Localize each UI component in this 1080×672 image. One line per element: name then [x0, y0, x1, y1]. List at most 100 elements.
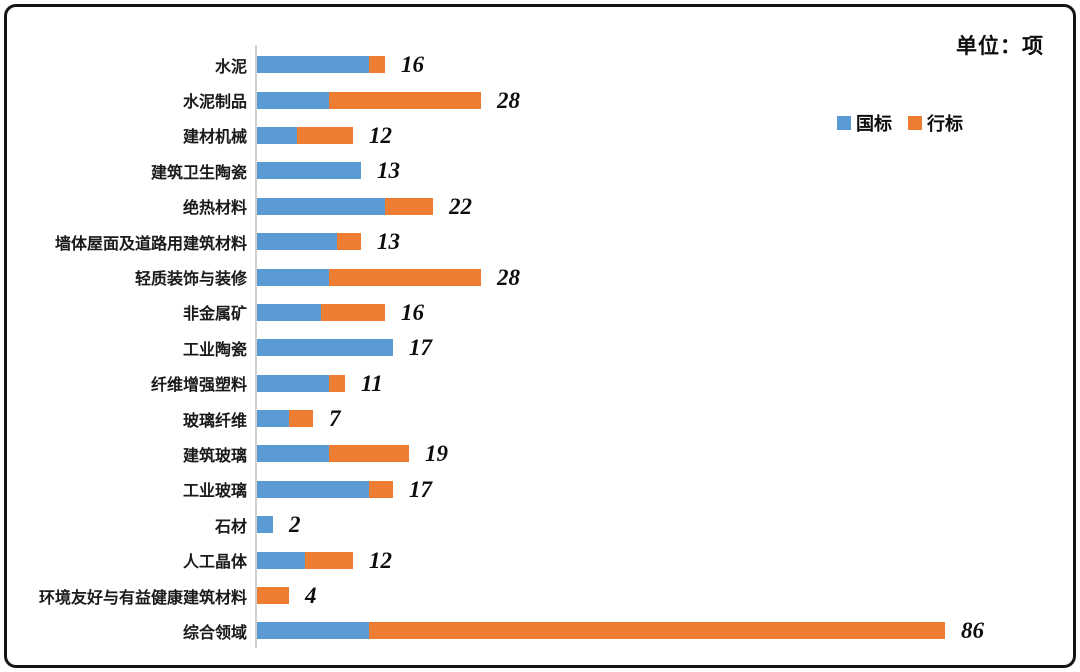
- chart-row: 工业陶瓷 17: [0, 330, 1080, 365]
- total-value-label: 7: [329, 406, 341, 432]
- total-value-label: 11: [361, 370, 383, 396]
- chart-row: 墙体屋面及道路用建筑材料 13: [0, 224, 1080, 259]
- legend-item-hangbiao: 行标: [908, 110, 963, 136]
- bar-segment-国标: [257, 303, 321, 321]
- bar-segment-国标: [257, 56, 369, 74]
- total-value-label: 16: [401, 52, 424, 78]
- stacked-bar: [257, 551, 353, 569]
- chart-row: 工业玻璃 17: [0, 472, 1080, 507]
- bar-segment-行标: [289, 410, 313, 428]
- category-label: 墙体屋面及道路用建筑材料: [54, 235, 247, 253]
- stacked-bar: [257, 162, 361, 180]
- stacked-bar: [257, 56, 385, 74]
- bar-segment-行标: [369, 56, 385, 74]
- chart-row: 玻璃纤维 7: [0, 401, 1080, 436]
- stacked-bar: [257, 303, 385, 321]
- stacked-bar: [257, 480, 393, 498]
- bar-segment-行标: [329, 268, 481, 286]
- total-value-label: 13: [377, 229, 400, 255]
- bar-segment-国标: [257, 516, 273, 534]
- bar-segment-国标: [257, 268, 329, 286]
- total-value-label: 86: [961, 618, 984, 644]
- bar-segment-国标: [257, 622, 369, 640]
- category-label: 玻璃纤维: [182, 412, 247, 430]
- total-value-label: 28: [497, 87, 520, 113]
- hangbiao-swatch-icon: [908, 116, 922, 130]
- total-value-label: 12: [369, 122, 392, 148]
- category-label: 综合领域: [182, 624, 247, 642]
- total-value-label: 12: [369, 547, 392, 573]
- stacked-bar: [257, 587, 289, 605]
- unit-title: 单位：项: [956, 35, 1044, 58]
- stacked-bar: [257, 197, 433, 215]
- stacked-bar: [257, 622, 945, 640]
- category-label: 建筑玻璃: [182, 447, 247, 465]
- stacked-bar: [257, 410, 313, 428]
- chart-row: 纤维增强塑料 11: [0, 366, 1080, 401]
- stacked-bar: [257, 516, 273, 534]
- bar-chart: 水泥 16 水泥制品 28 建材机械 12 建筑卫生陶瓷 13 绝热材料 22 墙体屋面及道路用建筑…: [0, 47, 1080, 649]
- total-value-label: 19: [425, 441, 448, 467]
- category-label: 工业陶瓷: [182, 341, 247, 359]
- chart-row: 人工晶体 12: [0, 542, 1080, 577]
- stacked-bar: [257, 91, 481, 109]
- category-label: 建材机械: [182, 129, 247, 147]
- total-value-label: 13: [377, 158, 400, 184]
- stacked-bar: [257, 126, 353, 144]
- stacked-bar: [257, 374, 345, 392]
- bar-segment-国标: [257, 410, 289, 428]
- legend-label-guobiao: 国标: [856, 114, 892, 134]
- category-label: 石材: [214, 518, 247, 536]
- chart-row: 轻质装饰与装修 28: [0, 259, 1080, 294]
- guobiao-swatch-icon: [837, 116, 851, 130]
- bar-segment-国标: [257, 445, 329, 463]
- category-label: 非金属矿: [182, 306, 247, 324]
- category-label: 绝热材料: [182, 200, 247, 218]
- bar-segment-国标: [257, 126, 297, 144]
- stacked-bar: [257, 268, 481, 286]
- bar-segment-行标: [321, 303, 385, 321]
- category-label: 工业玻璃: [182, 483, 247, 501]
- chart-frame: [4, 4, 1076, 668]
- bar-segment-国标: [257, 374, 329, 392]
- category-axis-line: [255, 45, 257, 648]
- chart-row: 水泥 16: [0, 47, 1080, 82]
- stacked-bar: [257, 339, 393, 357]
- chart-row: 建筑玻璃 19: [0, 436, 1080, 471]
- bar-segment-行标: [297, 126, 353, 144]
- legend-label-hangbiao: 行标: [927, 114, 963, 134]
- category-label: 环境友好与有益健康建筑材料: [38, 589, 247, 607]
- chart-row: 建筑卫生陶瓷 13: [0, 153, 1080, 188]
- total-value-label: 16: [401, 299, 424, 325]
- legend-item-guobiao: 国标: [837, 110, 892, 136]
- bar-segment-国标: [257, 339, 393, 357]
- bar-segment-行标: [329, 91, 481, 109]
- bar-segment-国标: [257, 162, 361, 180]
- chart-row: 建材机械 12: [0, 118, 1080, 153]
- bar-segment-国标: [257, 197, 385, 215]
- bar-segment-行标: [369, 480, 393, 498]
- bar-segment-国标: [257, 91, 329, 109]
- total-value-label: 4: [305, 583, 317, 609]
- chart-row: 绝热材料 22: [0, 189, 1080, 224]
- bar-segment-行标: [369, 622, 945, 640]
- chart-row: 石材 2: [0, 507, 1080, 542]
- bar-segment-行标: [329, 445, 409, 463]
- bar-segment-行标: [257, 587, 289, 605]
- total-value-label: 17: [409, 476, 432, 502]
- stacked-bar: [257, 445, 409, 463]
- chart-row: 非金属矿 16: [0, 295, 1080, 330]
- category-label: 建筑卫生陶瓷: [150, 164, 247, 182]
- category-label: 纤维增强塑料: [150, 377, 247, 395]
- category-label: 轻质装饰与装修: [134, 271, 247, 289]
- stacked-bar: [257, 233, 361, 251]
- chart-row: 水泥制品 28: [0, 82, 1080, 117]
- bar-segment-国标: [257, 551, 305, 569]
- bar-segment-国标: [257, 480, 369, 498]
- category-label: 水泥制品: [182, 94, 247, 112]
- total-value-label: 2: [289, 512, 301, 538]
- bar-segment-行标: [337, 233, 361, 251]
- chart-row: 综合领域 86: [0, 613, 1080, 648]
- total-value-label: 28: [497, 264, 520, 290]
- bar-segment-行标: [385, 197, 433, 215]
